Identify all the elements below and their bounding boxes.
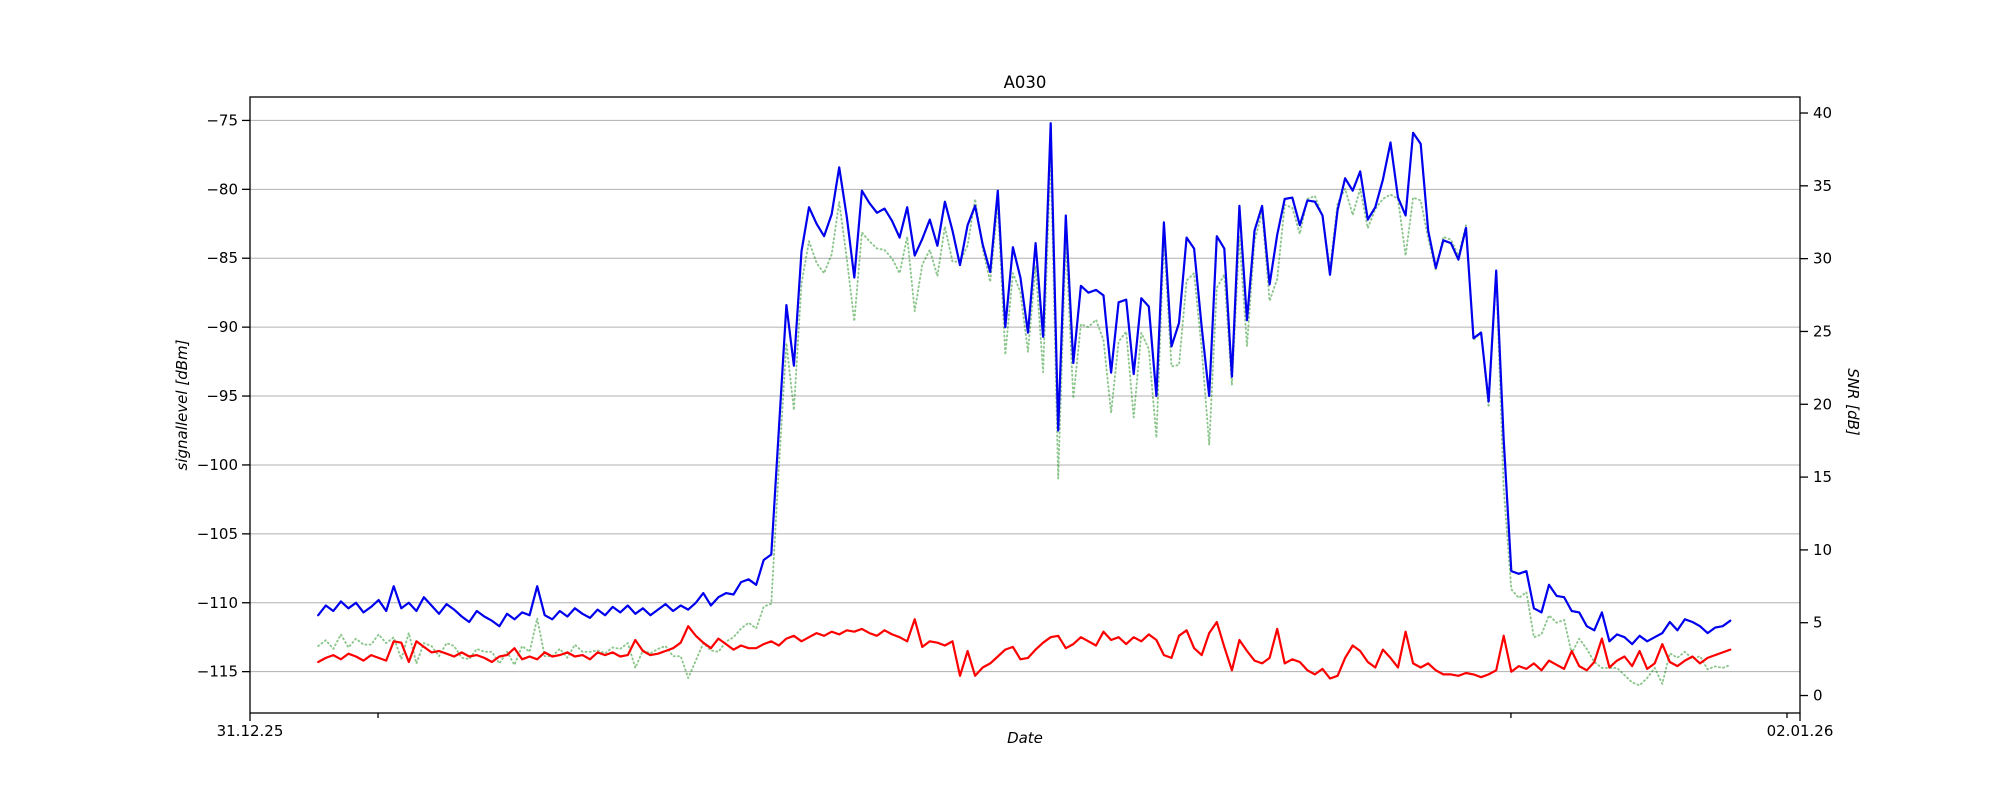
right-tick-label: 25 xyxy=(1813,322,1832,340)
left-tick-label: −80 xyxy=(206,180,238,198)
left-tick-label: −85 xyxy=(206,249,238,267)
axis-tick-labels: −75 −80 −85 −90 −95 −100 −105 −110 −115 40 35 30 25 2… xyxy=(197,104,1834,740)
left-tick-label: −100 xyxy=(197,456,238,474)
left-tick-label: −95 xyxy=(206,387,238,405)
left-tick-label: −75 xyxy=(206,111,238,129)
left-tick-label: −110 xyxy=(197,594,238,612)
left-tick-label: −90 xyxy=(206,318,238,336)
right-tick-label: 20 xyxy=(1813,395,1832,413)
right-tick-label: 0 xyxy=(1813,687,1823,705)
right-tick-label: 10 xyxy=(1813,541,1832,559)
left-tick-label: −115 xyxy=(197,663,238,681)
right-tick-label: 30 xyxy=(1813,250,1832,268)
right-tick-label: 40 xyxy=(1813,104,1832,122)
x-tick-label: 31.12.25 xyxy=(217,722,284,740)
gridlines xyxy=(250,119,1800,673)
noise-line xyxy=(317,618,1732,680)
data-series xyxy=(317,122,1732,687)
y-axis-label-right: SNR [dB] xyxy=(1844,368,1862,436)
x-tick-label: 02.01.26 xyxy=(1767,722,1834,740)
right-tick-label: 5 xyxy=(1813,614,1823,632)
snr-line xyxy=(317,151,1732,687)
chart-title: A030 xyxy=(1004,73,1047,92)
right-tick-label: 15 xyxy=(1813,468,1832,486)
plot-area-border xyxy=(249,96,1801,714)
left-tick-label: −105 xyxy=(197,525,238,543)
y-axis-label-left: signallevel [dBm] xyxy=(173,339,191,470)
axis-tick-marks xyxy=(242,112,1808,721)
signal-line xyxy=(317,122,1732,646)
right-tick-label: 35 xyxy=(1813,177,1832,195)
x-axis-label: Date xyxy=(1007,729,1043,747)
